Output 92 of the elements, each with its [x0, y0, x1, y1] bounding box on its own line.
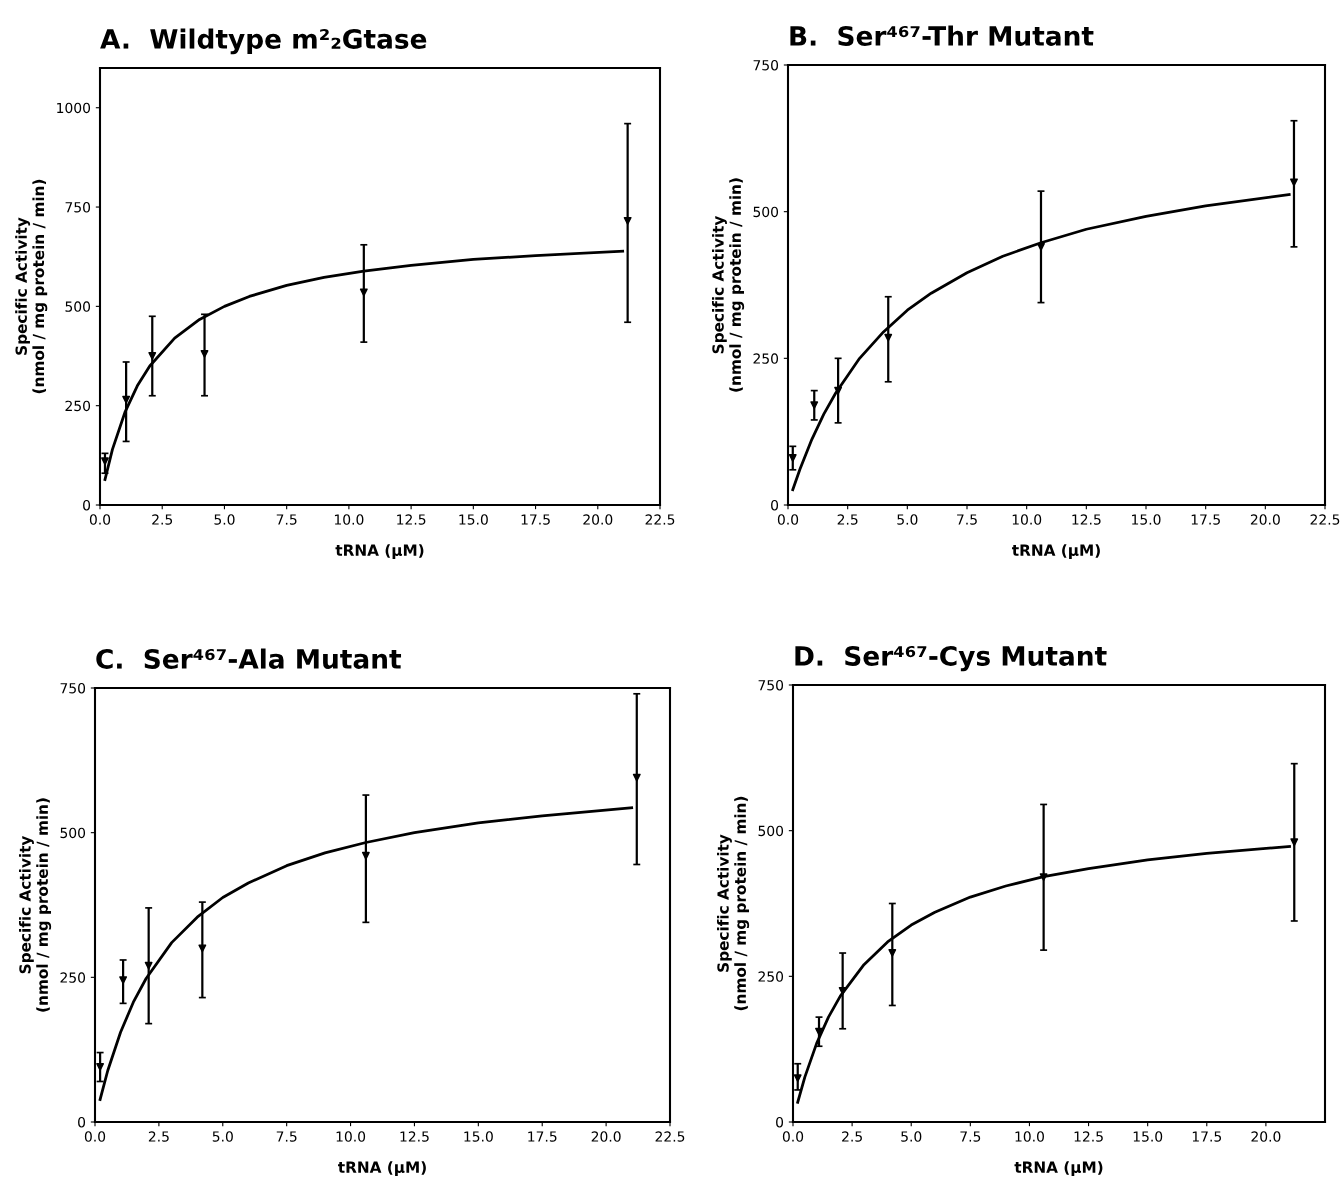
point — [122, 395, 131, 404]
y-tick-label: 500 — [753, 206, 779, 218]
x-tick-label: 2.5 — [842, 1131, 862, 1142]
x-tick-label: 15.0 — [464, 1131, 493, 1142]
x-tick-label: 5.0 — [212, 1131, 233, 1142]
x-tick-label: 15.0 — [459, 514, 488, 525]
point — [96, 1063, 105, 1071]
x-tick-label: 7.5 — [276, 1131, 297, 1142]
point — [148, 352, 157, 360]
x-tick-label: 2.5 — [152, 514, 173, 525]
x-tick-label: 12.5 — [397, 514, 426, 525]
point — [200, 350, 209, 358]
x-tick-label: 10.0 — [1015, 1131, 1044, 1142]
x-tick-label: 0.0 — [89, 514, 111, 525]
x-tick-label: 0.0 — [782, 1131, 804, 1142]
x-tick-label: 7.5 — [960, 1131, 981, 1142]
y-tick-label: 500 — [60, 827, 86, 839]
x-tick-label: 5.0 — [901, 1131, 922, 1142]
y-axis-title: Specific Activity (nmol / mg protein / min) — [717, 796, 750, 1011]
y-tick-label: 500 — [65, 301, 91, 312]
point — [1290, 178, 1298, 187]
chart-title: A. Wildtype m²₂Gtase — [100, 28, 427, 55]
x-tick-label: 10.0 — [336, 1131, 366, 1142]
point — [1037, 242, 1045, 251]
x-axis-title: tRNA (μM) — [338, 1161, 426, 1176]
point — [838, 986, 847, 995]
point — [359, 288, 368, 297]
chart-title: C. Ser⁴⁶⁷-Ala Mutant — [96, 648, 402, 669]
x-tick-label: 12.5 — [400, 1131, 429, 1142]
y-tick-label: 0 — [776, 1116, 784, 1128]
x-tick-label: 22.5 — [645, 514, 675, 525]
point — [1039, 873, 1048, 882]
y-tick-label: 0 — [771, 499, 779, 511]
y-tick-label: 0 — [83, 499, 91, 511]
x-tick-label: 10.0 — [334, 514, 364, 525]
point — [788, 454, 797, 463]
point — [834, 386, 843, 395]
x-tick-label: 12.5 — [1074, 1131, 1103, 1142]
line-series — [103, 249, 625, 481]
x-tick-label: 7.5 — [276, 514, 297, 525]
y-tick-label: 750 — [758, 679, 784, 691]
chart-title: D. Ser⁴⁶⁷-Cys Mutant — [795, 645, 1107, 672]
y-tick-label: 250 — [60, 972, 86, 983]
x-tick-label: 20.0 — [1250, 514, 1280, 525]
point — [888, 949, 897, 957]
x-tick-label: 5.0 — [897, 514, 918, 525]
y-tick-label: 250 — [758, 971, 784, 982]
x-tick-label: 12.5 — [1072, 514, 1101, 525]
line-series — [791, 193, 1291, 492]
y-tick-label: 250 — [65, 400, 91, 412]
x-tick-label: 17.5 — [1192, 1131, 1222, 1142]
x-tick-label: 17.5 — [521, 514, 550, 525]
point — [623, 216, 632, 225]
x-tick-label: 2.5 — [837, 514, 858, 525]
y-tick-label: 500 — [758, 825, 784, 837]
point — [361, 851, 370, 860]
x-tick-label: 15.0 — [1133, 1131, 1163, 1142]
y-axis-title: Specific Activity (nmol / mg protein / min) — [19, 798, 52, 1012]
chart-title: B. Ser⁴⁶⁷-Thr Mutant — [790, 25, 1094, 46]
point — [810, 401, 819, 410]
point — [815, 1027, 823, 1036]
y-tick-label: 250 — [753, 353, 779, 364]
x-tick-label: 17.5 — [528, 1131, 557, 1142]
point — [1290, 838, 1299, 847]
x-tick-label: 17.5 — [1191, 514, 1220, 525]
x-tick-label: 22.5 — [1310, 514, 1340, 525]
y-axis-title: Specific Activity (nmol / mg protein / min) — [712, 178, 745, 392]
y-tick-label: 750 — [753, 59, 779, 71]
point — [144, 961, 153, 970]
x-tick-label: 0.0 — [777, 514, 799, 525]
x-tick-label: 2.5 — [148, 1131, 169, 1142]
x-tick-label: 10.0 — [1012, 514, 1042, 525]
y-tick-label: 750 — [60, 682, 86, 694]
x-tick-label: 20.0 — [591, 1131, 621, 1142]
point — [198, 944, 207, 953]
point — [884, 333, 893, 342]
x-tick-label: 20.0 — [583, 514, 613, 525]
point — [632, 773, 641, 782]
x-tick-label: 7.5 — [957, 514, 977, 525]
y-tick-label: 1000 — [57, 102, 91, 114]
x-tick-label: 20.0 — [1251, 1131, 1281, 1142]
y-tick-label: 0 — [78, 1116, 86, 1128]
x-tick-label: 15.0 — [1132, 514, 1161, 525]
x-axis-title: tRNA (μM) — [1014, 1161, 1103, 1176]
x-tick-label: 5.0 — [214, 514, 235, 525]
x-axis-title: tRNA (μM) — [1012, 544, 1100, 559]
x-axis-title: tRNA (μM) — [335, 544, 424, 559]
x-tick-label: 0.0 — [84, 1131, 106, 1142]
point — [793, 1074, 802, 1083]
x-tick-label: 22.5 — [655, 1131, 685, 1142]
y-axis-title: Specific Activity (nmol / mg protein / min) — [15, 179, 48, 394]
y-tick-label: 750 — [65, 202, 91, 213]
